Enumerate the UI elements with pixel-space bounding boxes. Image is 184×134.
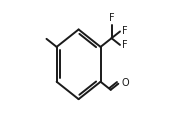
Text: F: F <box>122 40 128 50</box>
Text: O: O <box>121 78 129 88</box>
Text: F: F <box>122 27 128 36</box>
Text: F: F <box>109 13 114 23</box>
